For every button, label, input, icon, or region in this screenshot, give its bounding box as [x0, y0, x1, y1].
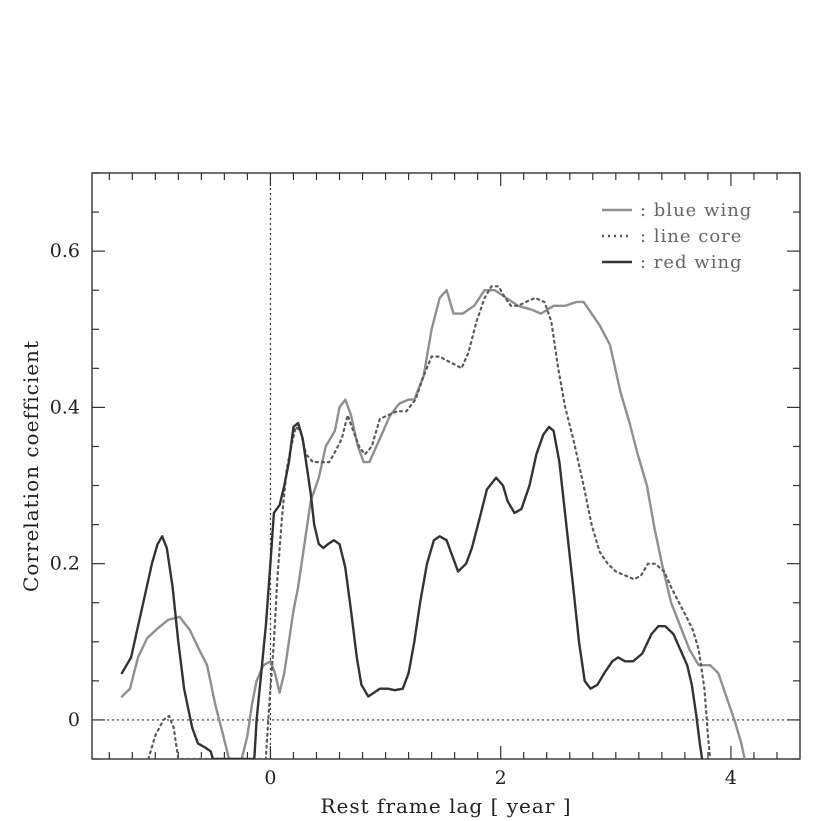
blue-wing-series-line	[120, 289, 746, 759]
y-tick-label: 0	[68, 709, 80, 731]
legend-label-red-wing: : red wing	[640, 252, 743, 273]
plot-frame	[91, 172, 801, 760]
y-tick-label: 0.4	[50, 396, 80, 418]
legend-label-line-core: : line core	[640, 226, 742, 247]
x-tick-label: 4	[725, 767, 737, 789]
red-wing-series-line	[120, 421, 704, 759]
y-axis-label: Correlation coefficient	[19, 340, 43, 592]
y-tick-label: 0.6	[50, 240, 80, 262]
x-tick-label: 0	[264, 767, 276, 789]
x-axis-label: Rest frame lag [ year ]	[320, 794, 571, 818]
legend-label-blue-wing: : blue wing	[640, 200, 752, 221]
y-tick-label: 0.2	[50, 553, 80, 575]
line-core-series-line	[147, 285, 712, 759]
x-tick-label: 2	[495, 767, 507, 789]
